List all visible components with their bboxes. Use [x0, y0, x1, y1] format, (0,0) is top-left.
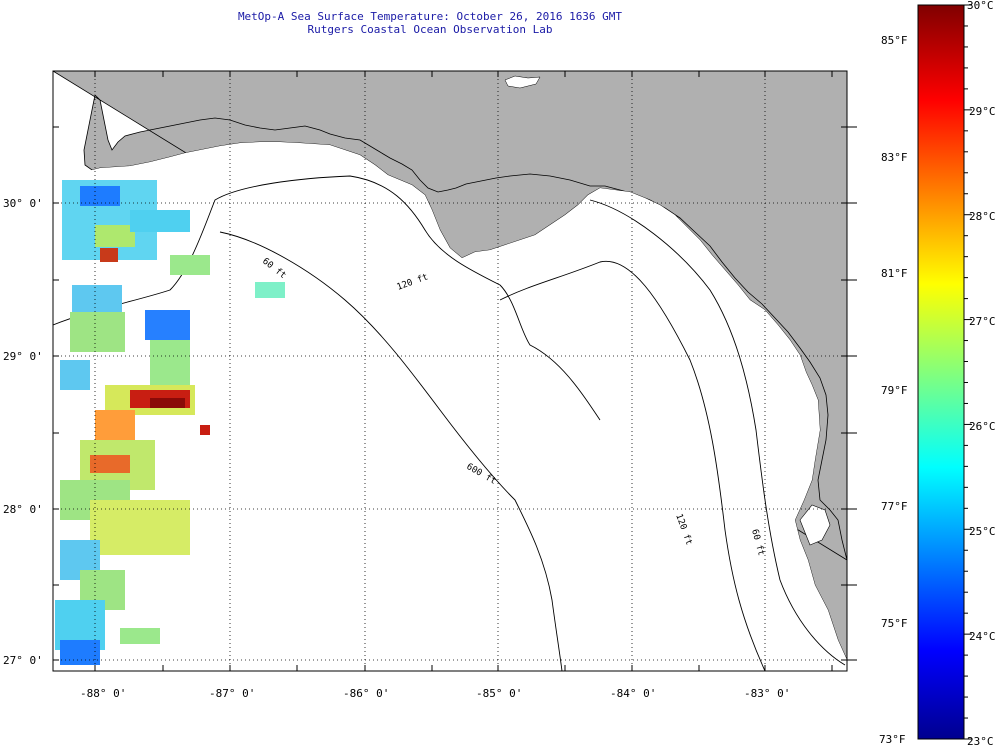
lon-label: -86° 0': [343, 687, 389, 700]
colorbar-fahrenheit-label: 73°F: [879, 733, 906, 746]
colorbar-celsius-label: 24°C: [969, 630, 996, 643]
colorbar-celsius-label: 27°C: [969, 315, 996, 328]
map-title: MetOp-A Sea Surface Temperature: October…: [237, 10, 623, 23]
colorbar-celsius-label: 25°C: [969, 525, 996, 538]
colorbar-celsius-label: 28°C: [969, 210, 996, 223]
colorbar-fahrenheit-label: 83°F: [881, 151, 908, 164]
axis-ticks: [53, 71, 857, 671]
colorbar-fahrenheit-label: 79°F: [881, 384, 908, 397]
colorbar-fahrenheit-label: 75°F: [881, 617, 908, 630]
lat-label: 27° 0': [3, 654, 43, 667]
colorbar-fahrenheit-label: 85°F: [881, 34, 908, 47]
title-block: MetOp-A Sea Surface Temperature: October…: [0, 10, 860, 36]
colorbar-celsius-label: 23°C: [967, 735, 994, 748]
colorbar: [917, 4, 965, 740]
colorbar-celsius-label: 29°C: [969, 105, 996, 118]
isobath-600ft-east: [499, 260, 766, 671]
isobath-60ft-west: [53, 175, 601, 421]
lat-label: 30° 0': [3, 197, 43, 210]
colorbar-fahrenheit-label: 81°F: [881, 267, 908, 280]
map-subtitle: Rutgers Coastal Ocean Observation Lab: [307, 23, 553, 36]
isobath-120ft: [219, 231, 563, 671]
lat-label: 29° 0': [3, 350, 43, 363]
plot-frame: [52, 70, 848, 672]
lon-label: -88° 0': [80, 687, 126, 700]
graticule: [53, 71, 847, 671]
colorbar-fahrenheit-label: 77°F: [881, 500, 908, 513]
lon-label: -87° 0': [209, 687, 255, 700]
lat-label: 28° 0': [3, 503, 43, 516]
lon-label: -85° 0': [476, 687, 522, 700]
isobath-60ft-east: [589, 199, 846, 666]
sst-data-swath: [55, 180, 285, 665]
colorbar-celsius-label: 30°C: [967, 0, 994, 12]
lake: [504, 75, 541, 89]
bay: [799, 504, 831, 546]
colorbar-celsius-label: 26°C: [969, 420, 996, 433]
colorbar-ticks: [964, 4, 972, 740]
lon-label: -84° 0': [610, 687, 656, 700]
lon-label: -83° 0': [744, 687, 790, 700]
